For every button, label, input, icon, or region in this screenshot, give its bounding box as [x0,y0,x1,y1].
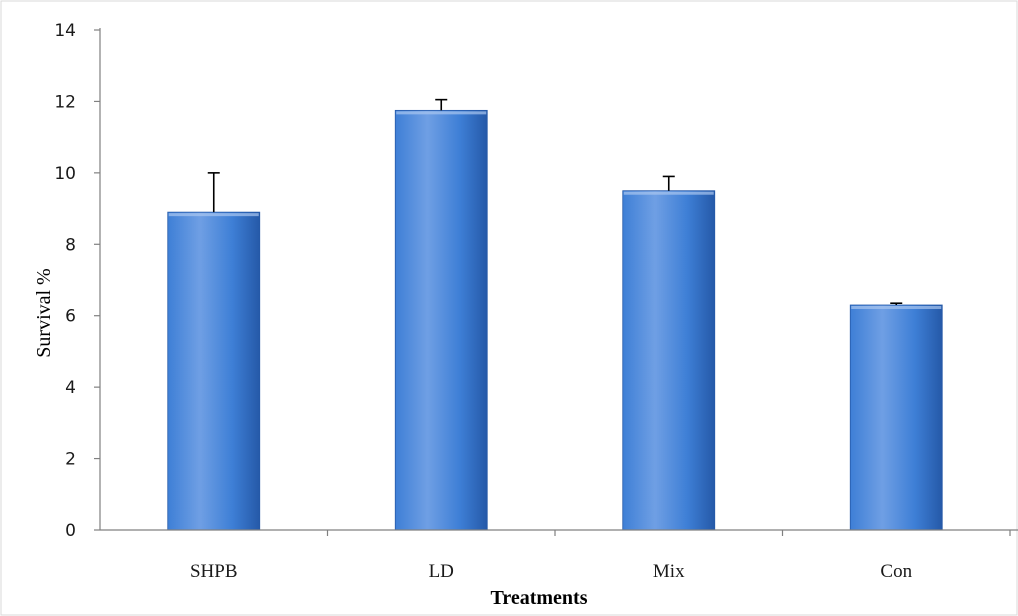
bar-highlight [396,111,487,115]
bar-ld [394,109,488,531]
x-axis-title: Treatments [490,587,587,609]
y-tick-label: 0 [65,521,76,541]
x-tick-label: SHPB [190,561,238,582]
y-tick-label: 14 [54,21,76,41]
bar-highlight [168,213,259,217]
bar-highlight [623,191,714,195]
x-axis-ticks: SHPB LD Mix Con [190,530,1011,582]
y-tick-label: 12 [54,92,76,112]
y-tick-label: 8 [65,235,76,255]
x-tick-label: Mix [653,561,685,582]
bar-highlight [851,306,942,309]
y-axis-ticks: 0 2 4 6 8 10 12 14 [54,21,100,541]
y-tick-label: 6 [65,307,76,327]
y-tick-label: 2 [65,450,76,470]
bar-con [849,304,943,531]
y-axis-title: Survival % [33,268,55,357]
y-tick-label: 4 [65,378,76,398]
error-bars-group [207,98,903,305]
bars-group [167,109,943,531]
bar-shpb [167,211,261,531]
x-tick-label: LD [429,561,454,582]
x-tick-label: Con [880,561,912,582]
bar-mix [622,190,716,531]
y-tick-label: 10 [54,164,76,184]
